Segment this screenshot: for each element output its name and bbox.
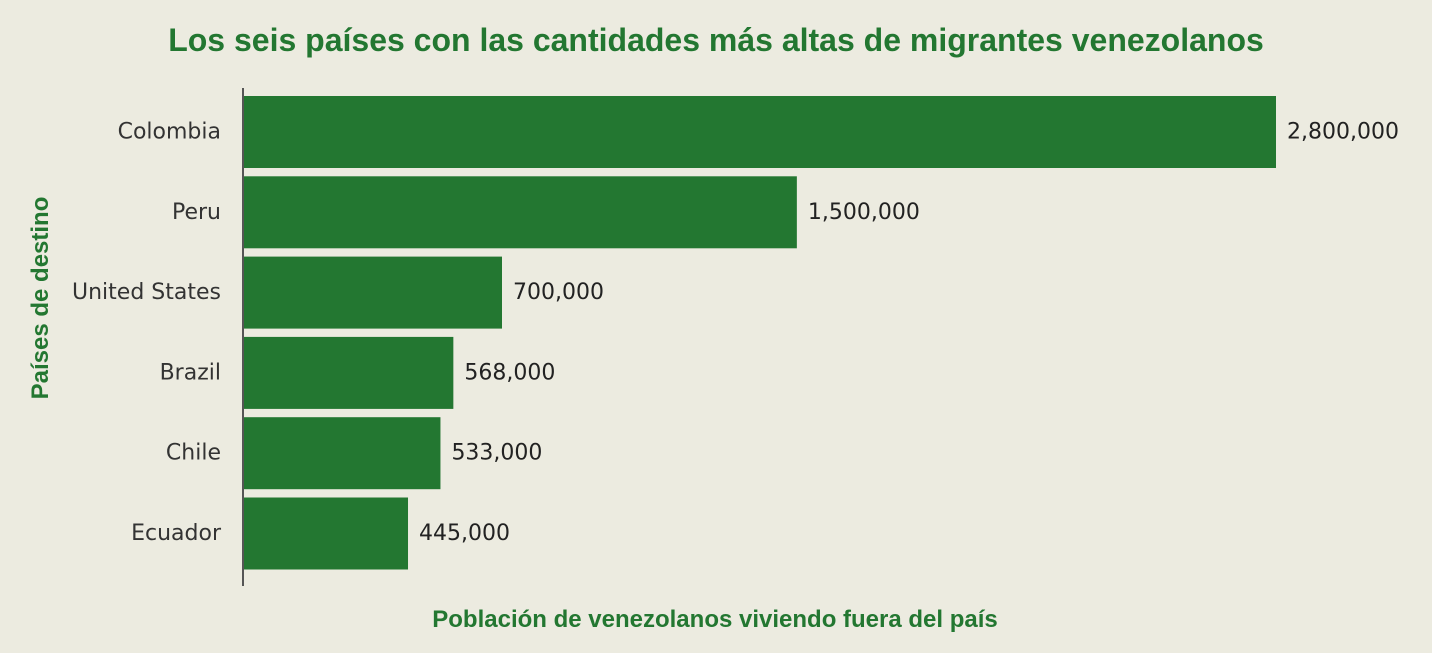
data-label: 1,500,000: [808, 200, 920, 225]
y-tick-label: Colombia: [118, 120, 221, 145]
x-axis-label: Población de venezolanos viviendo fuera …: [432, 606, 998, 633]
bar-ecuador: [244, 497, 409, 570]
data-label: 568,000: [464, 360, 555, 385]
bar-brazil: [244, 336, 454, 409]
data-label: 2,800,000: [1287, 120, 1399, 145]
data-label: 533,000: [451, 441, 542, 466]
data-label: 700,000: [513, 280, 604, 305]
data-label: 445,000: [419, 521, 510, 546]
bar-united-states: [244, 256, 502, 329]
bar-colombia: [244, 96, 1276, 168]
bar-peru: [244, 176, 797, 249]
bars-group: Colombia 2,800,000 Peru 1,500,000 United Sta…: [72, 96, 1399, 570]
y-tick-label: Ecuador: [131, 521, 222, 546]
bar-chile: [244, 417, 441, 490]
y-tick-label: United States: [72, 280, 221, 305]
y-tick-label: Brazil: [160, 360, 221, 385]
chart-title: Los seis países con las cantidades más a…: [168, 22, 1264, 58]
y-tick-label: Chile: [166, 441, 221, 466]
y-tick-label: Peru: [172, 200, 221, 225]
